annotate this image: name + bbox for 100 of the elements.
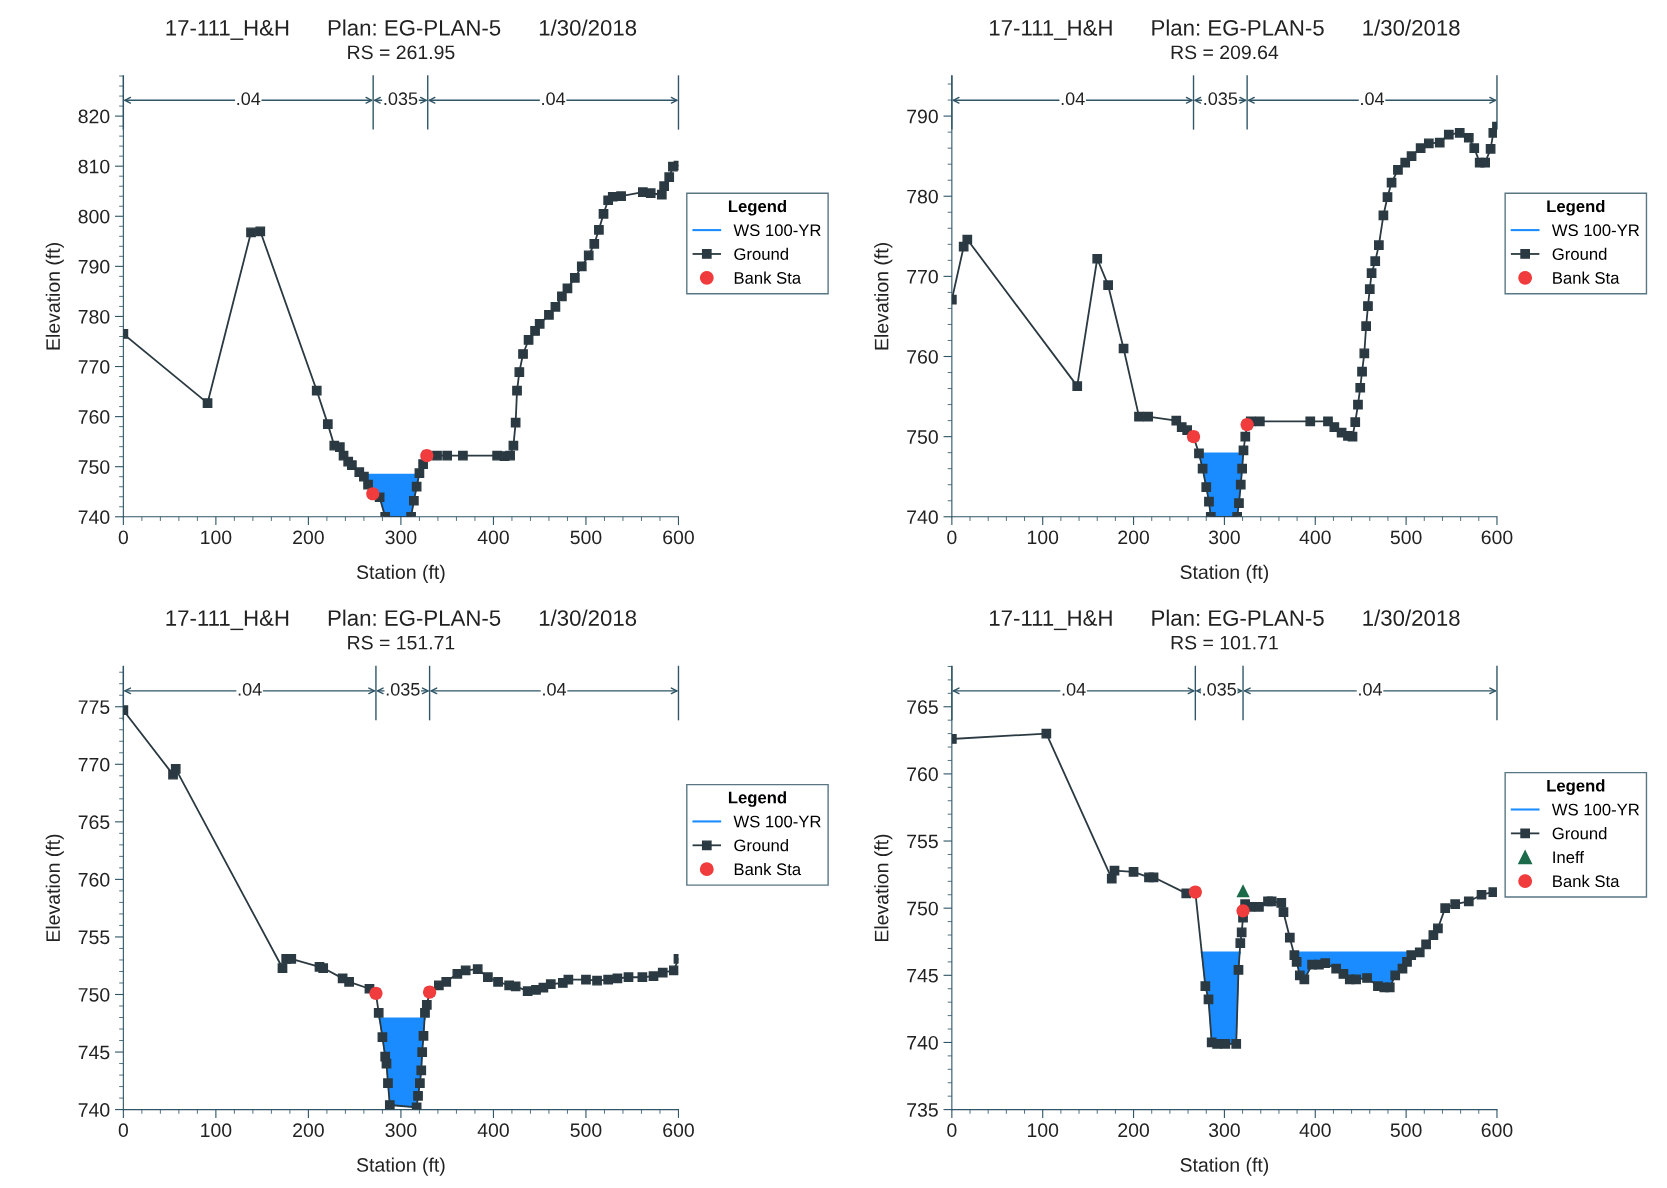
annotation: .035: [384, 92, 418, 106]
x-axis-title: Station (ft): [356, 1157, 445, 1176]
y-axis-title: Elevation (ft): [45, 834, 64, 942]
x-tick-label: 200: [1118, 530, 1150, 545]
legend-label: Ground: [734, 839, 788, 852]
legend-label: Bank Sta: [1553, 271, 1620, 284]
legend-label: Bank Sta: [1553, 874, 1620, 888]
y-tick-label: 740: [907, 1035, 938, 1050]
annotation: .035: [386, 682, 420, 696]
x-tick-label: 100: [1027, 530, 1059, 545]
y-tick-label: 750: [78, 987, 110, 1002]
x-tick-label: 200: [1118, 1123, 1150, 1138]
x-tick-label: 0: [947, 1123, 957, 1138]
y-tick-label: 810: [78, 159, 110, 174]
x-tick-label: 400: [1299, 530, 1331, 545]
y-tick-label: 740: [907, 510, 938, 525]
y-axis-title: Elevation (ft): [45, 243, 64, 350]
y-tick-label: 765: [907, 700, 938, 714]
x-tick-label: 500: [1390, 1123, 1422, 1138]
x-tick-label: 300: [385, 1123, 417, 1138]
x-tick-label: 600: [1481, 530, 1513, 545]
y-tick-label: 770: [78, 757, 110, 772]
chart-subtitle: RS = 101.71: [1171, 635, 1278, 650]
x-axis-title: Station (ft): [1180, 1157, 1269, 1176]
chart-subtitle: RS = 151.71: [348, 635, 455, 650]
y-axis-title: Elevation (ft): [874, 834, 893, 942]
x-tick-label: 600: [663, 1123, 694, 1138]
annotation: .04: [1061, 92, 1085, 106]
y-tick-label: 760: [907, 349, 938, 364]
chart-title: 17-111_H&H Plan: EG-PLAN-5 1/30/2018: [166, 19, 637, 40]
y-tick-label: 780: [907, 189, 938, 204]
legend-label: WS 100-YR: [733, 224, 821, 237]
x-tick-label: 200: [293, 1123, 324, 1138]
y-tick-label: 755: [78, 930, 110, 945]
y-tick-label: 760: [78, 872, 110, 887]
legend-label: WS 100-YR: [733, 815, 821, 828]
x-tick-label: 100: [201, 530, 232, 545]
legend-label: Ground: [1552, 247, 1607, 260]
x-tick-label: 400: [477, 1123, 509, 1138]
x-tick-label: 400: [477, 530, 509, 545]
y-tick-label: 820: [78, 109, 110, 124]
y-tick-label: 775: [78, 700, 110, 714]
x-tick-label: 0: [118, 1123, 128, 1138]
y-tick-label: 770: [907, 269, 938, 284]
x-tick-label: 500: [1390, 530, 1422, 545]
x-axis-title: Station (ft): [1180, 564, 1269, 583]
x-tick-label: 300: [1208, 1123, 1240, 1138]
x-tick-label: 300: [1208, 530, 1240, 545]
legend-label: Ineff: [1553, 851, 1584, 864]
x-tick-label: 0: [947, 530, 957, 545]
chart-subtitle: RS = 209.64: [1171, 45, 1279, 60]
annotation: .04: [238, 682, 262, 696]
y-tick-label: 780: [78, 309, 110, 324]
y-tick-label: 735: [907, 1103, 938, 1117]
y-tick-label: 760: [78, 410, 110, 424]
y-axis-title: Elevation (ft): [874, 243, 893, 350]
y-tick-label: 790: [907, 109, 938, 124]
y-tick-label: 750: [78, 460, 110, 474]
annotation: .035: [1204, 92, 1238, 106]
x-tick-label: 600: [663, 530, 694, 545]
legend-title: Legend: [728, 199, 786, 216]
chart-title: 17-111_H&H Plan: EG-PLAN-5 1/30/2018: [989, 609, 1460, 631]
x-tick-label: 100: [201, 1123, 232, 1138]
legend-label: Bank Sta: [734, 271, 802, 284]
annotation: .04: [542, 92, 566, 106]
y-tick-label: 760: [907, 767, 938, 782]
x-tick-label: 500: [570, 1123, 602, 1138]
legend-label: Ground: [1552, 827, 1607, 840]
y-tick-label: 745: [78, 1045, 110, 1060]
annotation: .035: [1203, 682, 1236, 696]
x-tick-label: 200: [293, 530, 324, 545]
annotation: .04: [1062, 682, 1086, 696]
y-tick-label: 755: [907, 834, 938, 849]
legend-label: Ground: [734, 247, 788, 260]
y-tick-label: 770: [78, 359, 110, 374]
y-tick-label: 740: [78, 510, 110, 525]
legend-label: Bank Sta: [734, 862, 802, 876]
chart-title: 17-111_H&H Plan: EG-PLAN-5 1/30/2018: [989, 19, 1460, 40]
legend-title: Legend: [1547, 199, 1605, 216]
legend-label: WS 100-YR: [1551, 803, 1640, 816]
annotation: .04: [543, 682, 567, 696]
annotation: .04: [1361, 92, 1385, 106]
y-tick-label: 745: [907, 968, 938, 983]
y-tick-label: 740: [78, 1103, 110, 1117]
x-tick-label: 100: [1027, 1123, 1059, 1138]
x-axis-title: Station (ft): [356, 564, 445, 583]
legend-title: Legend: [728, 791, 786, 807]
chart-subtitle: RS = 261.95: [348, 45, 455, 60]
legend-title: Legend: [1547, 779, 1605, 795]
y-tick-label: 750: [907, 901, 938, 916]
y-tick-label: 765: [78, 815, 110, 830]
y-tick-label: 750: [907, 430, 938, 444]
x-tick-label: 500: [570, 530, 602, 545]
x-tick-label: 0: [118, 530, 128, 545]
legend-label: WS 100-YR: [1551, 224, 1640, 237]
y-tick-label: 800: [78, 209, 110, 224]
x-tick-label: 600: [1481, 1123, 1513, 1138]
x-tick-label: 400: [1299, 1123, 1331, 1138]
annotation: .04: [237, 92, 261, 106]
y-tick-label: 790: [78, 259, 110, 274]
